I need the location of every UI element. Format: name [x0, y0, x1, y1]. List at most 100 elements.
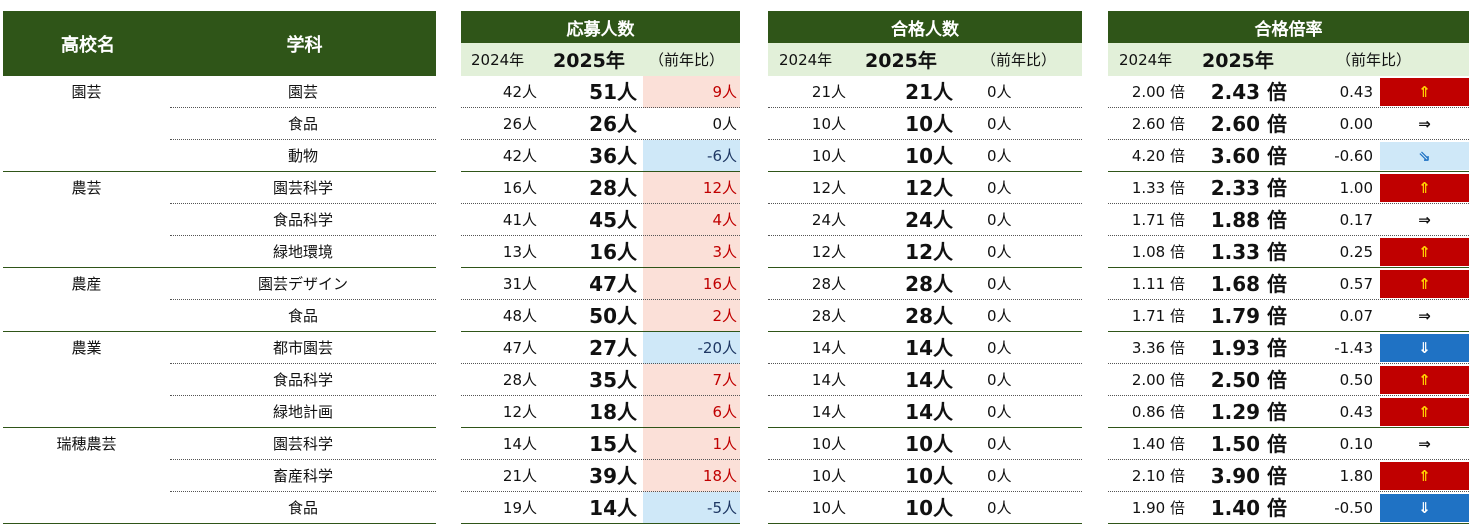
ratio-2025-cell: 1.33 倍: [1210, 240, 1287, 264]
passed-2024-cell: 10人: [811, 115, 846, 133]
table-row: 園芸 園芸 42人 51人 9人 21人 21人 0人 2.00 倍 2.43 倍 0.43 ⇑: [0, 76, 1477, 108]
row-divider: [3, 523, 170, 524]
table-row: 食品科学 28人 35人 7人 14人 14人 0人 2.00 倍 2.50 倍 0.50 ⇑: [0, 364, 1477, 396]
passed-2024-cell: 28人: [811, 275, 846, 293]
ratio-yoy-cell: 0.50: [1339, 371, 1373, 389]
passed-yoy-cell: 0人: [987, 115, 1012, 133]
ratio-2025-cell: 2.50 倍: [1210, 368, 1287, 392]
ratio-2025-cell: 1.40 倍: [1210, 496, 1287, 520]
ratio-2024-cell: 2.10 倍: [1131, 467, 1185, 485]
applicants-2025-cell: 15人: [589, 432, 637, 456]
school-cell: [3, 108, 170, 140]
dept-cell: 緑地計画: [272, 403, 333, 421]
applicants-2025-cell: 39人: [589, 464, 637, 488]
row-divider: [768, 107, 1082, 108]
row-divider: [768, 395, 1082, 396]
ratio-yoy-cell: 0.17: [1339, 211, 1373, 229]
row-divider: [1108, 395, 1469, 396]
applicants-yoy-cell: -5人: [643, 492, 740, 524]
row-divider: [170, 523, 436, 524]
ratio-2024-cell: 1.11 倍: [1131, 275, 1185, 293]
school-cell: 瑞穂農芸: [56, 435, 117, 453]
header-passed: 合格人数: [768, 11, 1082, 43]
row-divider: [461, 139, 740, 140]
applicants-2024-cell: 19人: [502, 499, 537, 517]
applicants-yoy-cell: 4人: [643, 204, 740, 236]
applicants-2025-cell: 18人: [589, 400, 637, 424]
row-divider: [1108, 363, 1469, 364]
applicants-2024-cell: 16人: [502, 179, 537, 197]
passed-2025-cell: 12人: [905, 176, 953, 200]
subheader-applicants: 2024年 2025年 （前年比）: [461, 43, 740, 76]
header-school-dept: 高校名 学科: [3, 11, 436, 76]
applicants-2025-cell: 16人: [589, 240, 637, 264]
row-divider: [170, 299, 436, 300]
row-divider: [461, 171, 740, 172]
dept-cell: 都市園芸: [272, 339, 333, 357]
row-divider: [768, 523, 1082, 524]
row-divider: [1108, 267, 1469, 268]
applicants-2024-cell: 14人: [502, 435, 537, 453]
ratio-yoy-cell: -1.43: [1334, 339, 1373, 357]
row-divider: [170, 203, 436, 204]
header-applicants-label: 応募人数: [566, 19, 635, 40]
ratio-2025-cell: 1.79 倍: [1210, 304, 1287, 328]
passed-2024-cell: 14人: [811, 339, 846, 357]
row-divider: [768, 299, 1082, 300]
ratio-2025-cell: 3.90 倍: [1210, 464, 1287, 488]
ratio-yoy-cell: 1.80: [1339, 467, 1373, 485]
ratio-2024-cell: 2.00 倍: [1131, 371, 1185, 389]
dept-cell: 食品科学: [272, 371, 333, 389]
dept-cell: 畜産科学: [272, 467, 333, 485]
trend-arrow-icon: ⇒: [1418, 307, 1431, 325]
applicants-2025-cell: 35人: [589, 368, 637, 392]
table-row: 食品 19人 14人 -5人 10人 10人 0人 1.90 倍 1.40 倍 -0.50 ⇓: [0, 492, 1477, 524]
row-divider: [768, 139, 1082, 140]
row-divider: [461, 491, 740, 492]
passed-yoy-label: （前年比）: [981, 51, 1057, 69]
ratio-yoy-cell: -0.50: [1334, 499, 1373, 517]
passed-yoy-cell: 0人: [987, 339, 1012, 357]
passed-2025-cell: 10人: [905, 432, 953, 456]
row-divider: [1108, 235, 1469, 236]
passed-yoy-cell: 0人: [987, 243, 1012, 261]
school-cell: [3, 140, 170, 172]
applicants-2025-label: 2025年: [553, 50, 625, 72]
ratio-yoy-cell: 0.25: [1339, 243, 1373, 261]
passed-2024-cell: 10人: [811, 435, 846, 453]
ratio-yoy-cell: -0.60: [1334, 147, 1373, 165]
table-row: 食品 48人 50人 2人 28人 28人 0人 1.71 倍 1.79 倍 0.07 ⇒: [0, 300, 1477, 332]
row-divider: [1108, 427, 1469, 428]
applicants-2024-cell: 42人: [502, 147, 537, 165]
ratio-2024-cell: 1.08 倍: [1131, 243, 1185, 261]
applicants-yoy-cell: 6人: [643, 396, 740, 428]
ratio-yoy-cell: 0.10: [1339, 435, 1373, 453]
row-divider: [170, 395, 436, 396]
trend-arrow-icon: ⇒: [1418, 115, 1431, 133]
ratio-2025-cell: 2.33 倍: [1210, 176, 1287, 200]
dept-cell: 動物: [287, 147, 318, 165]
passed-2025-cell: 10人: [905, 496, 953, 520]
ratio-2025-cell: 2.43 倍: [1210, 80, 1287, 104]
applicants-yoy-cell: -20人: [643, 332, 740, 364]
row-divider: [768, 235, 1082, 236]
row-divider: [768, 203, 1082, 204]
table-row: 緑地環境 13人 16人 3人 12人 12人 0人 1.08 倍 1.33 倍 0.25 ⇑: [0, 236, 1477, 268]
dept-cell: 園芸科学: [272, 435, 333, 453]
passed-2024-cell: 14人: [811, 403, 846, 421]
applicants-2024-cell: 13人: [502, 243, 537, 261]
passed-2025-cell: 28人: [905, 304, 953, 328]
row-divider: [461, 235, 740, 236]
passed-2024-label: 2024年: [779, 51, 833, 69]
ratio-2025-cell: 1.88 倍: [1210, 208, 1287, 232]
applicants-2024-cell: 31人: [502, 275, 537, 293]
row-divider: [768, 491, 1082, 492]
applicants-yoy-cell: 16人: [643, 268, 740, 300]
row-divider: [1108, 171, 1469, 172]
ratio-2025-label: 2025年: [1202, 50, 1274, 72]
trend-arrow-icon: ⇑: [1380, 78, 1469, 106]
row-divider: [461, 523, 740, 524]
applicants-2024-cell: 28人: [502, 371, 537, 389]
row-divider: [768, 171, 1082, 172]
ratio-2025-cell: 3.60 倍: [1210, 144, 1287, 168]
